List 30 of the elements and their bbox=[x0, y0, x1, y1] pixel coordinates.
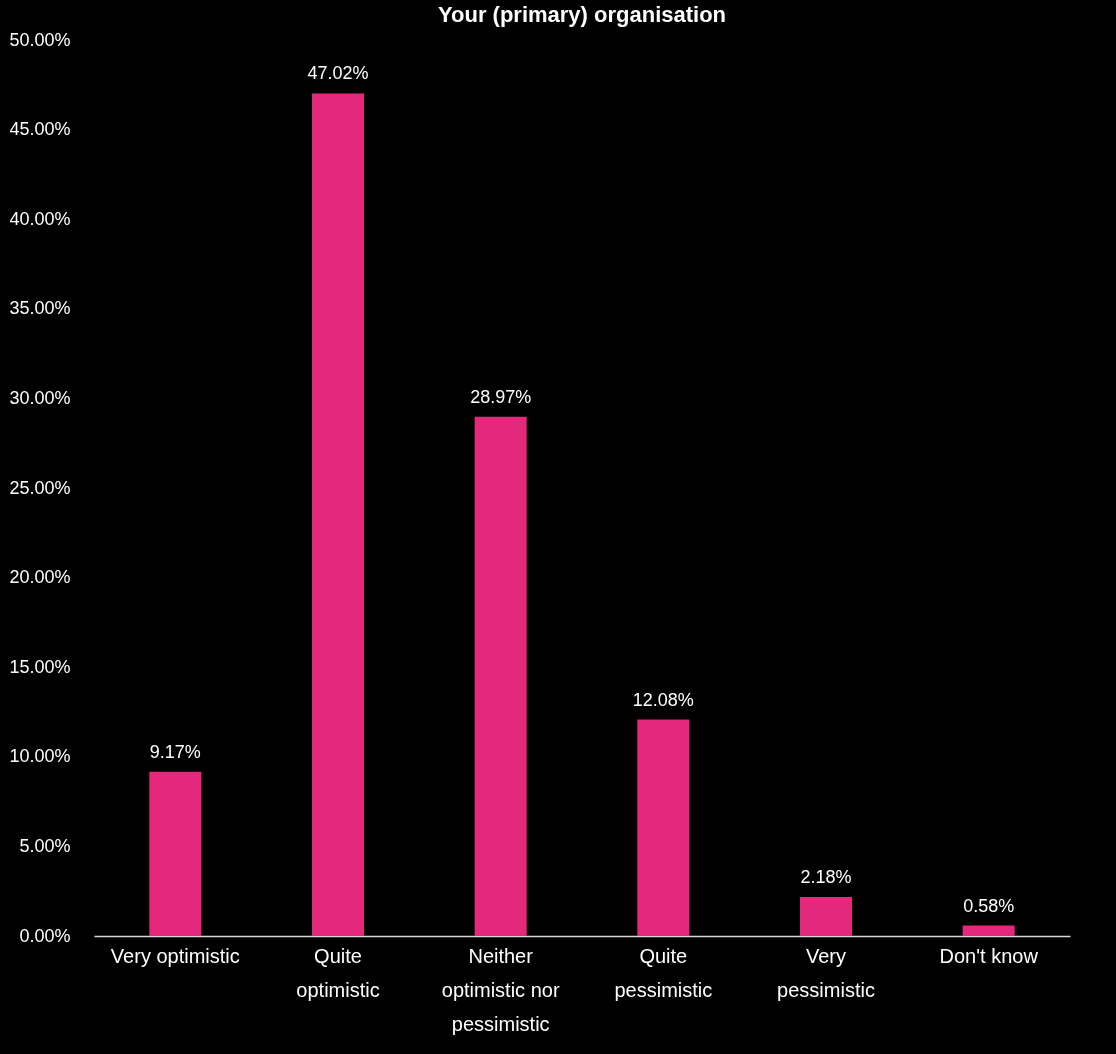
chart-title: Your (primary) organisation bbox=[437, 2, 727, 27]
y-tick-label: 40.00% bbox=[9, 208, 71, 229]
y-tick-label: 50.00% bbox=[9, 29, 71, 50]
data-label: 2.18% bbox=[800, 866, 852, 887]
y-tick-label: 15.00% bbox=[9, 656, 71, 677]
data-label: 9.17% bbox=[149, 741, 201, 762]
y-tick-label: 35.00% bbox=[9, 298, 71, 319]
bar bbox=[149, 771, 202, 936]
data-label: 12.08% bbox=[632, 689, 694, 710]
x-tick-label: Quite optimistic bbox=[296, 944, 380, 1001]
x-tick-label: Neither optimistic nor pessimistic bbox=[441, 944, 560, 1035]
x-tick-label: Very optimistic bbox=[110, 944, 240, 967]
bar bbox=[962, 925, 1015, 936]
y-tick-label: 30.00% bbox=[9, 387, 71, 408]
y-tick-label: 10.00% bbox=[9, 746, 71, 767]
bar bbox=[637, 719, 690, 936]
y-tick-label: 0.00% bbox=[19, 925, 71, 946]
bar bbox=[474, 416, 527, 936]
y-tick-label: 5.00% bbox=[19, 835, 71, 856]
x-tick-label: Quite pessimistic bbox=[614, 944, 713, 1001]
bar bbox=[311, 93, 365, 936]
data-label: 47.02% bbox=[307, 63, 369, 84]
x-tick-label: Very pessimistic bbox=[777, 944, 875, 1001]
y-tick-label: 45.00% bbox=[9, 119, 71, 140]
y-tick-label: 25.00% bbox=[9, 477, 71, 498]
data-label: 28.97% bbox=[470, 386, 532, 407]
bar bbox=[799, 896, 853, 936]
data-label: 0.58% bbox=[963, 895, 1015, 916]
y-tick-label: 20.00% bbox=[9, 567, 71, 588]
x-tick-label: Don't know bbox=[939, 944, 1039, 967]
